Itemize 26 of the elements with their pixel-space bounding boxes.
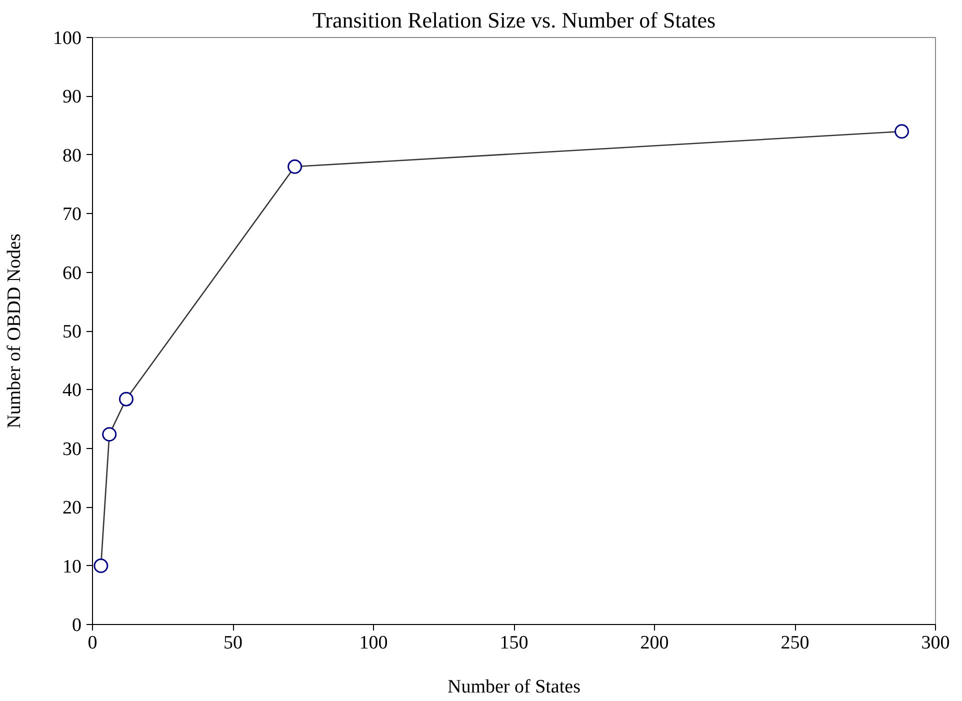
point <box>288 159 302 174</box>
x-tick-label: 0 <box>88 632 98 654</box>
point <box>102 427 117 442</box>
y-axis-title: Number of OBDD Nodes <box>4 234 25 428</box>
y-tick-label: 20 <box>62 498 82 519</box>
x-tick-label: 200 <box>640 632 669 654</box>
y-tick-label: 100 <box>53 28 82 49</box>
y-tick-label: 40 <box>62 380 82 402</box>
point <box>118 392 134 406</box>
y-tick-label: 50 <box>62 322 82 342</box>
y-tick-label: 60 <box>62 262 82 284</box>
x-tick-label: 50 <box>224 632 242 654</box>
y-tick-label: 0 <box>72 615 82 636</box>
x-tick-label: 100 <box>359 632 388 654</box>
y-tick-label: 70 <box>62 204 82 226</box>
x-tick-label: 300 <box>921 632 950 654</box>
point <box>894 124 910 139</box>
x-tick-label: 250 <box>780 632 810 654</box>
chart-title: Transition Relation Size vs. Number of States <box>312 8 716 32</box>
y-tick-label: 80 <box>62 145 82 166</box>
x-tick-label: 150 <box>500 632 528 654</box>
y-tick-label: 90 <box>62 86 82 108</box>
x-axis-title: Number of States <box>448 676 580 698</box>
y-tick-label: 30 <box>62 438 82 460</box>
y-tick-label: 10 <box>62 556 82 578</box>
point <box>94 558 108 574</box>
